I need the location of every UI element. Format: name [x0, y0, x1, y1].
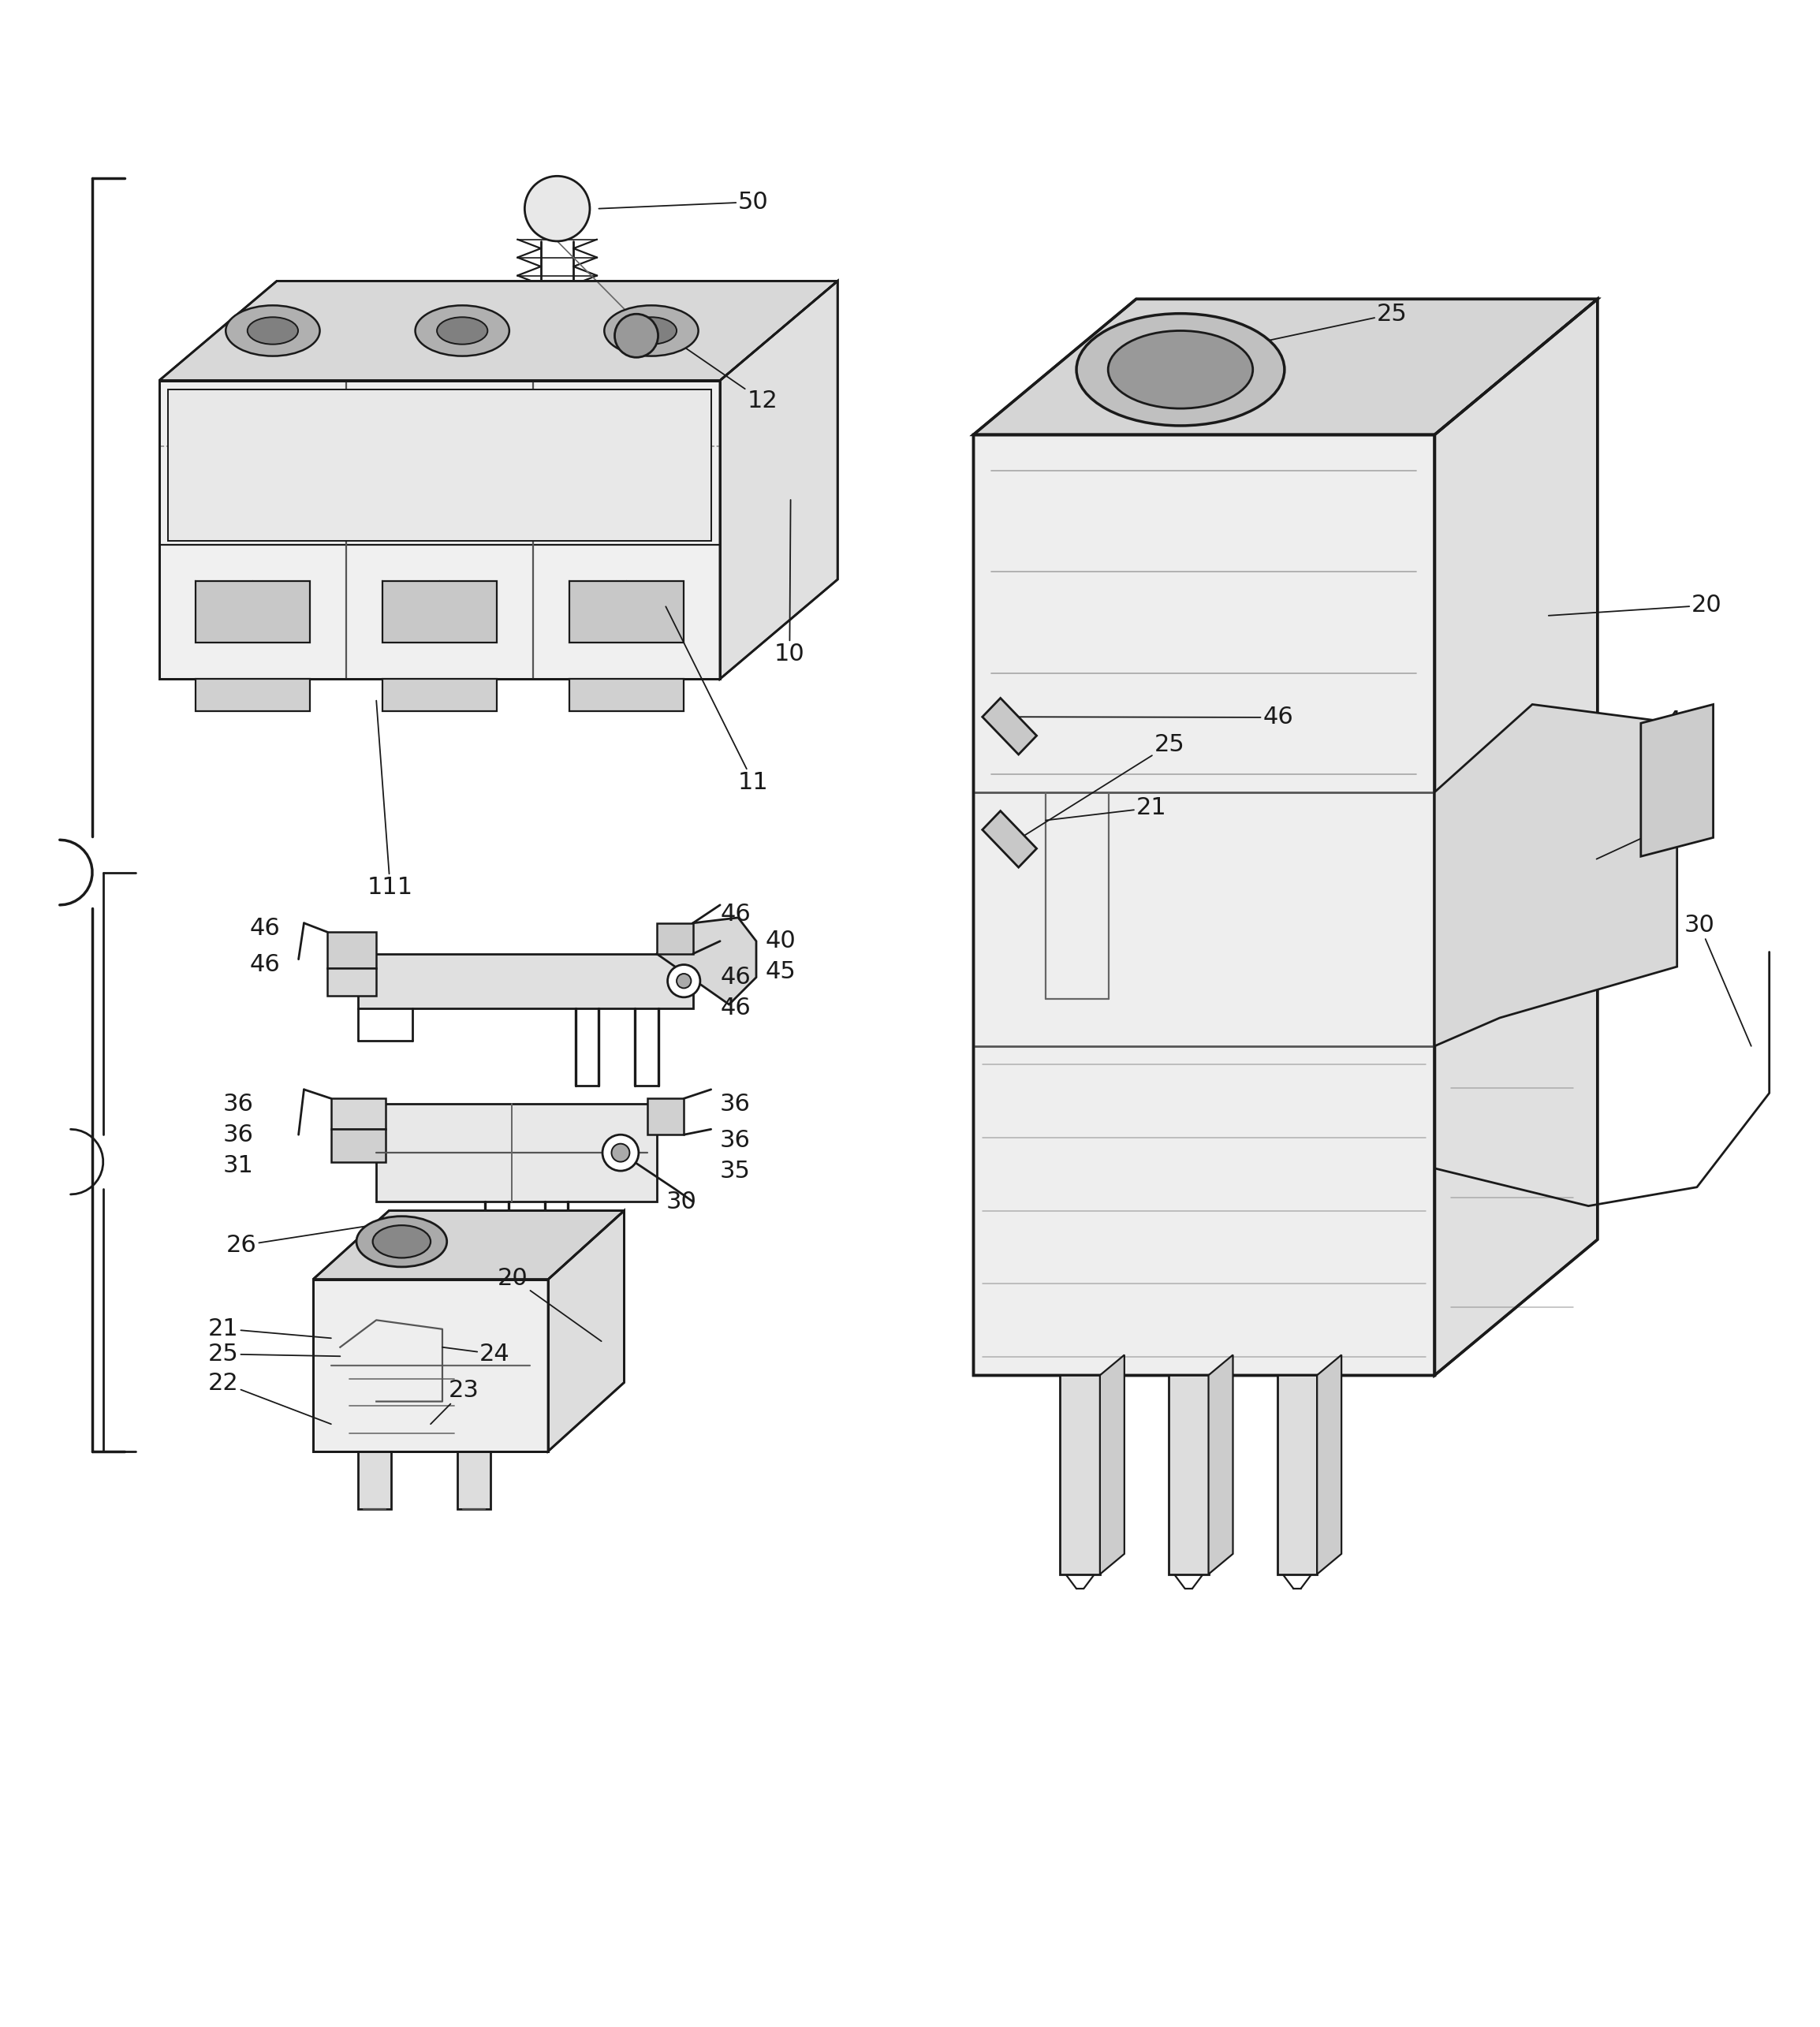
Text: 23: 23 — [431, 1378, 479, 1425]
Circle shape — [668, 965, 701, 997]
Text: 11: 11 — [666, 606, 768, 795]
Text: 36: 36 — [222, 1093, 253, 1115]
Polygon shape — [167, 389, 712, 541]
Ellipse shape — [248, 316, 298, 345]
Text: 46: 46 — [249, 916, 280, 941]
Text: 40: 40 — [764, 930, 795, 953]
Text: 45: 45 — [764, 961, 795, 983]
Polygon shape — [1168, 1374, 1208, 1575]
Text: 46: 46 — [721, 902, 750, 926]
Polygon shape — [195, 679, 309, 711]
Text: 46: 46 — [249, 953, 280, 977]
Polygon shape — [331, 1099, 386, 1129]
Polygon shape — [570, 679, 684, 711]
Text: 46: 46 — [1665, 709, 1696, 758]
Polygon shape — [459, 1451, 490, 1508]
Polygon shape — [158, 381, 721, 679]
Text: 12: 12 — [655, 326, 777, 411]
Ellipse shape — [626, 316, 677, 345]
Text: 24: 24 — [442, 1342, 510, 1366]
Polygon shape — [1434, 705, 1676, 1046]
Polygon shape — [195, 582, 309, 643]
Polygon shape — [1208, 1354, 1232, 1575]
Text: 21: 21 — [1046, 797, 1167, 821]
Ellipse shape — [437, 316, 488, 345]
Polygon shape — [657, 918, 757, 1005]
Ellipse shape — [604, 306, 699, 357]
Text: 40: 40 — [1596, 801, 1714, 859]
Text: 36: 36 — [721, 1093, 750, 1115]
Text: 35: 35 — [721, 1159, 750, 1182]
Polygon shape — [359, 955, 693, 1007]
Polygon shape — [313, 1210, 624, 1279]
Text: 30: 30 — [1684, 914, 1751, 1046]
Text: 50: 50 — [599, 191, 768, 213]
Text: 25: 25 — [1019, 734, 1185, 839]
Polygon shape — [1099, 1354, 1125, 1575]
Text: 30: 30 — [666, 1190, 697, 1212]
Text: 46: 46 — [721, 967, 750, 989]
Circle shape — [615, 314, 659, 357]
Polygon shape — [1278, 1374, 1318, 1575]
Text: 21: 21 — [207, 1318, 331, 1340]
Polygon shape — [1434, 300, 1598, 1374]
Text: 10: 10 — [774, 501, 804, 665]
Polygon shape — [983, 811, 1037, 868]
Polygon shape — [328, 932, 377, 969]
Text: 111: 111 — [368, 701, 413, 898]
Polygon shape — [721, 282, 837, 679]
Polygon shape — [548, 1210, 624, 1451]
Polygon shape — [570, 582, 684, 643]
Circle shape — [602, 1135, 639, 1172]
Text: 31: 31 — [222, 1153, 253, 1178]
Polygon shape — [158, 282, 837, 381]
Polygon shape — [648, 1099, 684, 1135]
Text: 36: 36 — [721, 1129, 750, 1151]
Polygon shape — [377, 1105, 657, 1202]
Polygon shape — [974, 300, 1598, 434]
Polygon shape — [1642, 705, 1713, 857]
Text: 22: 22 — [207, 1372, 331, 1425]
Text: 25: 25 — [207, 1342, 340, 1366]
Polygon shape — [1061, 1374, 1099, 1575]
Polygon shape — [983, 697, 1037, 754]
Polygon shape — [328, 969, 377, 995]
Polygon shape — [331, 1129, 386, 1161]
Polygon shape — [657, 922, 693, 955]
Ellipse shape — [226, 306, 320, 357]
Circle shape — [612, 1143, 630, 1161]
Ellipse shape — [1108, 330, 1252, 409]
Polygon shape — [313, 1279, 548, 1451]
Text: 46: 46 — [1019, 705, 1294, 730]
Polygon shape — [382, 679, 497, 711]
Text: 36: 36 — [222, 1123, 253, 1145]
Circle shape — [524, 176, 590, 241]
Polygon shape — [382, 582, 497, 643]
Ellipse shape — [357, 1216, 448, 1267]
Text: 46: 46 — [721, 997, 750, 1020]
Text: 26: 26 — [226, 1224, 384, 1257]
Circle shape — [677, 973, 692, 989]
Text: 20: 20 — [497, 1267, 601, 1342]
Polygon shape — [1318, 1354, 1341, 1575]
Polygon shape — [359, 1451, 391, 1508]
Ellipse shape — [373, 1224, 431, 1259]
Ellipse shape — [1076, 314, 1285, 426]
Text: 20: 20 — [1549, 594, 1722, 616]
Polygon shape — [974, 434, 1434, 1374]
Text: 25: 25 — [1216, 302, 1407, 351]
Ellipse shape — [415, 306, 510, 357]
